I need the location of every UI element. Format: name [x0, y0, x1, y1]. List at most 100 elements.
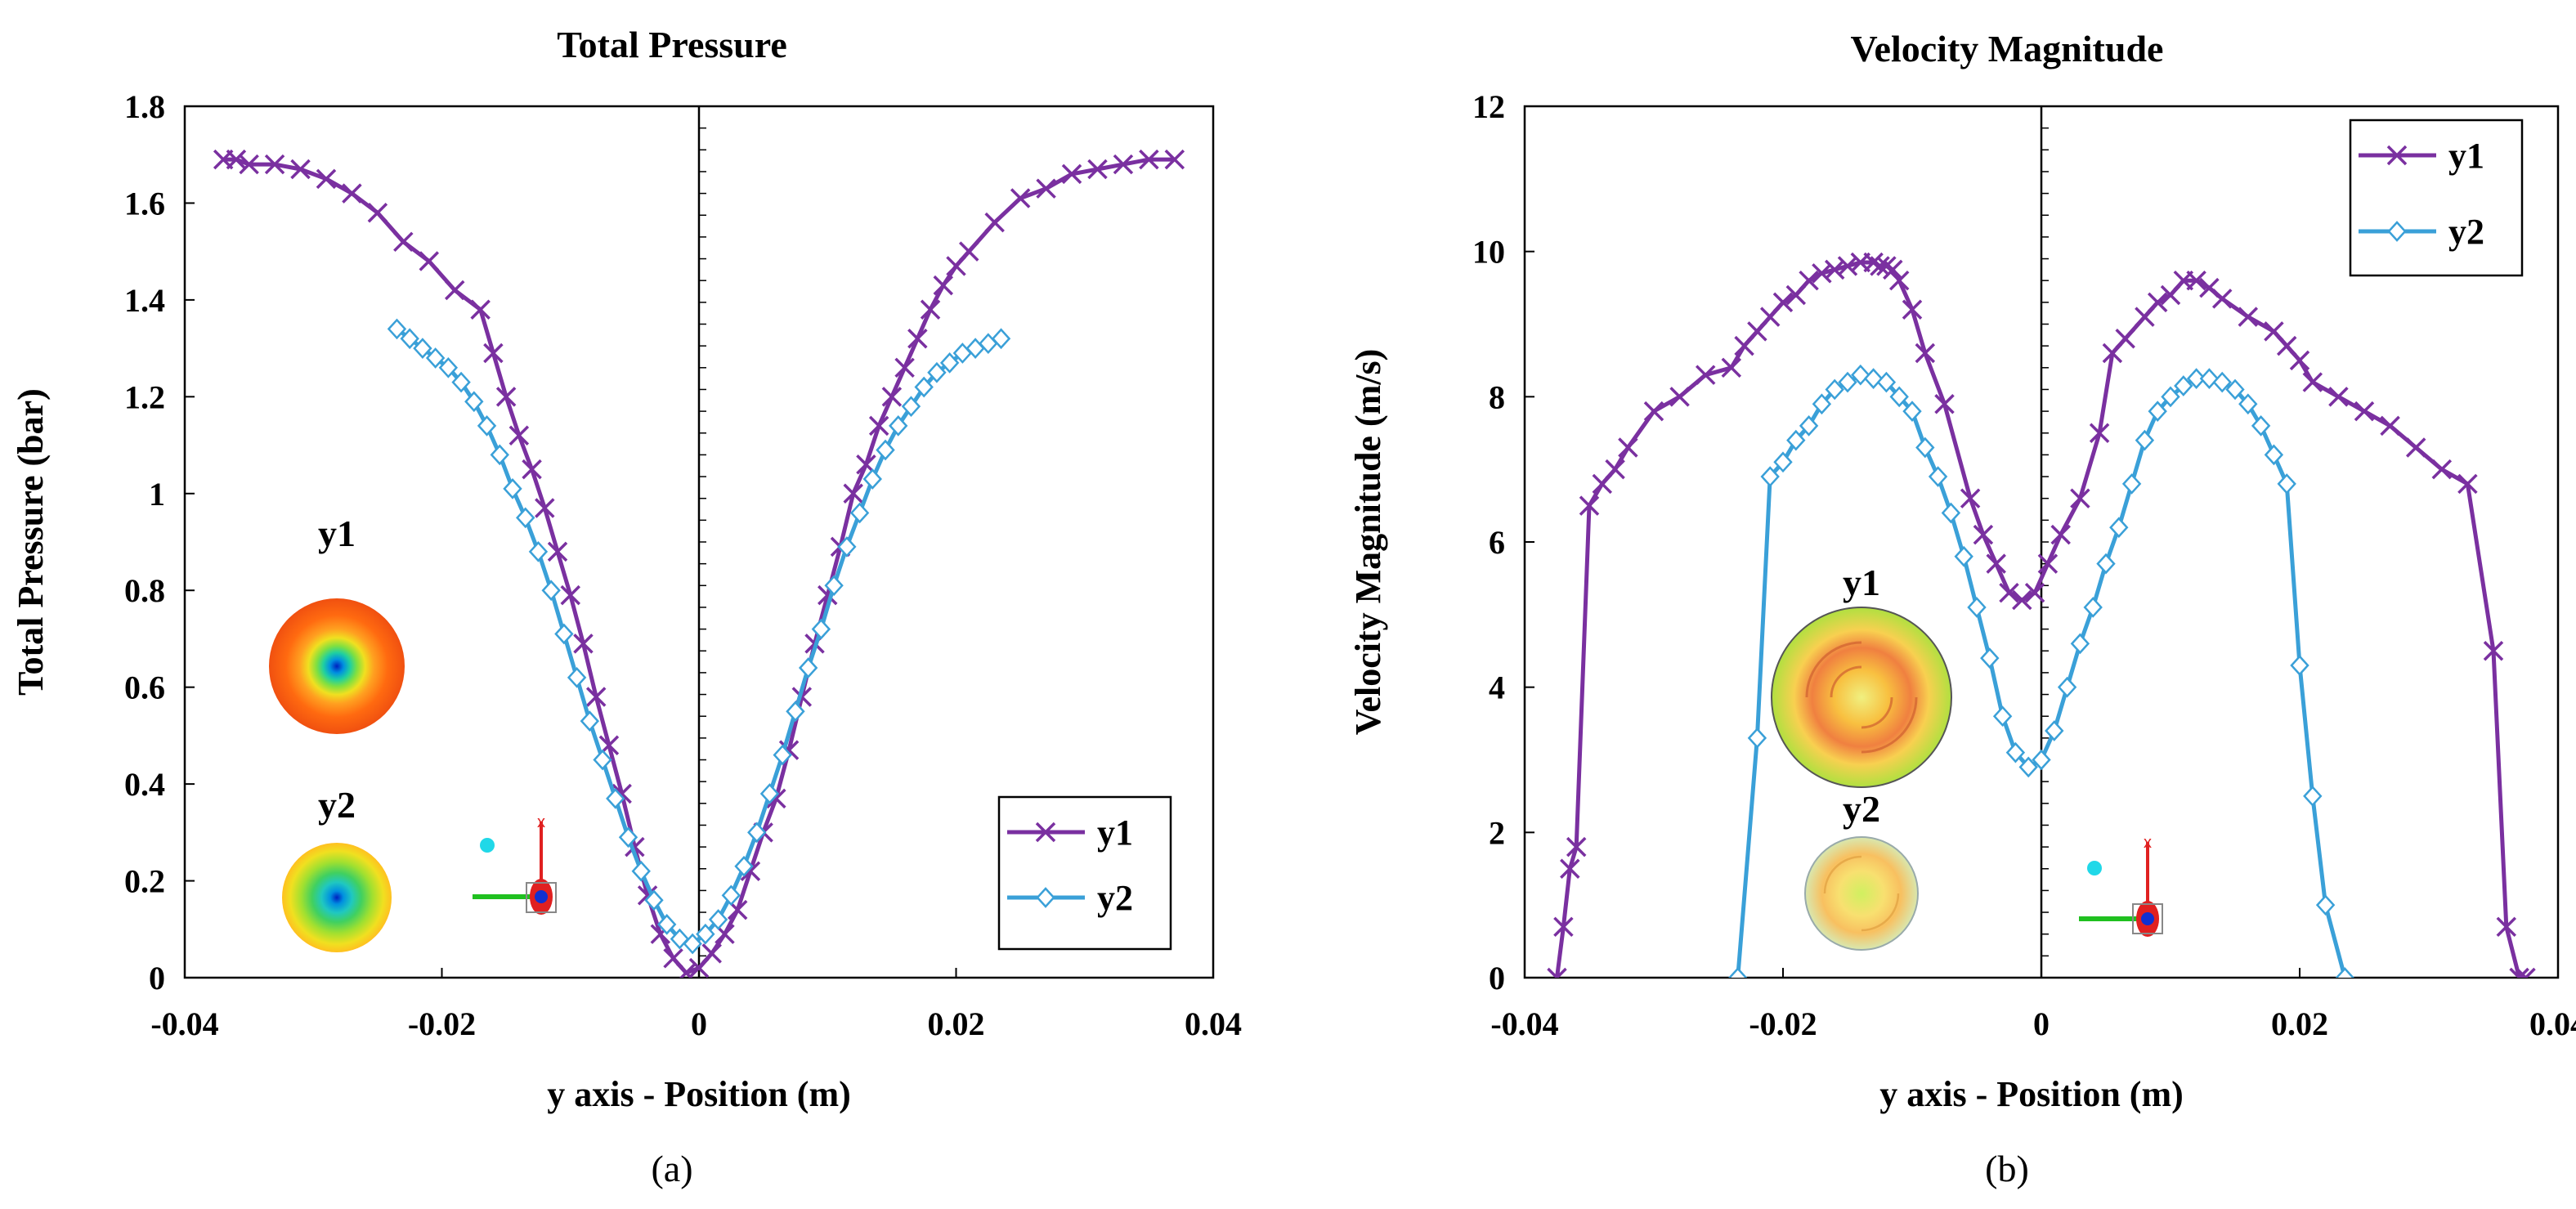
- data-point-y1: [907, 329, 928, 349]
- data-point-y2: [811, 618, 831, 640]
- data-point-y1: [367, 203, 388, 223]
- data-point-y2: [2277, 473, 2296, 495]
- data-point-y2: [425, 347, 446, 369]
- y-tick-label: 0: [1489, 960, 1505, 996]
- data-point-y1: [1061, 163, 1082, 185]
- x-axis-label: y axis - Position (m): [1879, 1074, 2184, 1114]
- data-point-y1: [1999, 582, 2019, 603]
- data-point-y2: [541, 580, 561, 602]
- data-point-y1: [2457, 473, 2478, 495]
- data-point-y2: [773, 744, 792, 766]
- data-point-y2: [1799, 415, 1819, 437]
- svg-text:x: x: [2144, 834, 2152, 852]
- x-tick-label: 0: [2033, 1005, 2050, 1042]
- panel-label: (b): [1985, 1148, 2029, 1189]
- x-tick-label: -0.02: [1749, 1005, 1817, 1042]
- data-point-y1: [1560, 858, 1580, 879]
- data-point-y1: [1934, 393, 1955, 414]
- data-point-y1: [2431, 459, 2453, 480]
- data-point-y1: [2380, 415, 2400, 437]
- data-point-y2: [876, 439, 895, 461]
- data-point-y1: [1973, 524, 1994, 545]
- inset-contour-y2: y2: [282, 784, 392, 952]
- data-point-y1: [1870, 256, 1890, 276]
- data-point-y2: [2264, 444, 2284, 466]
- data-point-y1: [1721, 357, 1742, 378]
- data-point-y1: [226, 149, 247, 170]
- data-point-y1: [1986, 553, 2006, 574]
- data-point-y2: [901, 396, 921, 418]
- data-point-y1: [1579, 495, 1600, 516]
- data-point-y1: [470, 299, 491, 320]
- inset-vector-y2: y2: [1804, 788, 1919, 951]
- data-point-y2: [1980, 647, 2000, 669]
- data-point-y2: [2251, 415, 2271, 437]
- data-point-y2: [644, 889, 664, 911]
- data-point-y2: [708, 909, 728, 930]
- data-point-y2: [1902, 401, 1922, 422]
- data-point-y1: [2289, 350, 2310, 371]
- data-point-y2: [387, 318, 407, 340]
- panel-a: Total Pressure 0 0.2 0.4 0.6 0.8 1 1.2 1.4 1.6 1.…: [11, 24, 1242, 1189]
- data-point-y1: [1883, 259, 1903, 280]
- data-point-y2: [2225, 378, 2245, 401]
- y-axis-label: Velocity Magnitude (m/s): [1348, 349, 1388, 736]
- data-point-y1: [933, 275, 954, 296]
- data-point-y1: [1695, 365, 1716, 385]
- data-point-y1: [560, 584, 580, 606]
- data-point-y2: [1954, 545, 1973, 567]
- data-point-y1: [2012, 589, 2032, 611]
- data-point-y1: [1010, 188, 1031, 208]
- data-point-y2: [2096, 553, 2116, 575]
- data-point-y1: [868, 415, 889, 437]
- data-point-y1: [585, 687, 607, 707]
- data-point-y1: [2509, 967, 2529, 978]
- y-tick-label: 0: [149, 960, 165, 996]
- data-point-y1: [1643, 401, 1664, 422]
- data-point-y1: [1139, 149, 1159, 170]
- y-tick-label: 4: [1489, 669, 1505, 706]
- data-point-y2: [2212, 371, 2232, 393]
- data-point-y1: [1837, 256, 1858, 276]
- legend-label-y1: y1: [2448, 136, 2484, 176]
- data-point-y2: [2290, 655, 2309, 676]
- data-point-y2: [1967, 597, 1987, 618]
- data-point-y2: [1838, 371, 1857, 393]
- data-point-y2: [849, 502, 870, 524]
- data-point-y2: [2161, 386, 2180, 408]
- data-point-y2: [1747, 727, 1767, 749]
- data-point-y1: [1669, 387, 1690, 407]
- data-point-y2: [451, 371, 471, 393]
- data-point-y2: [837, 536, 857, 557]
- x-tick-label: 0.04: [2529, 1005, 2576, 1042]
- data-point-y1: [316, 168, 337, 190]
- inset-label: y2: [318, 784, 356, 826]
- data-point-y2: [889, 415, 908, 437]
- data-point-y1: [1772, 292, 1794, 313]
- y-tick-label: 1.6: [124, 185, 165, 222]
- x-tick-label: 0.02: [2271, 1005, 2328, 1042]
- data-point-y2: [1863, 368, 1884, 389]
- data-point-y2: [2303, 786, 2323, 807]
- x-tick-label: -0.02: [408, 1005, 476, 1042]
- data-point-y2: [2186, 368, 2206, 389]
- data-point-y2: [991, 328, 1011, 350]
- data-point-y1: [444, 280, 465, 301]
- velocity-vector-disk: [1771, 607, 1952, 788]
- data-point-y2: [413, 338, 432, 359]
- data-point-y1: [1553, 916, 1574, 938]
- data-point-y1: [1618, 437, 1638, 458]
- data-point-y1: [419, 251, 440, 271]
- axis-triad-icon: x: [473, 813, 557, 915]
- data-point-y2: [554, 623, 574, 645]
- axis-triad-icon: x: [2079, 834, 2163, 937]
- data-point-y1: [535, 498, 555, 518]
- y-tick-label: 1.4: [124, 282, 165, 319]
- pressure-contour-disk: [282, 843, 392, 952]
- data-point-y2: [1812, 393, 1832, 415]
- data-point-y1: [2496, 916, 2517, 938]
- data-point-y1: [1812, 263, 1832, 284]
- data-point-y1: [2147, 292, 2168, 313]
- data-point-y1: [2354, 401, 2375, 422]
